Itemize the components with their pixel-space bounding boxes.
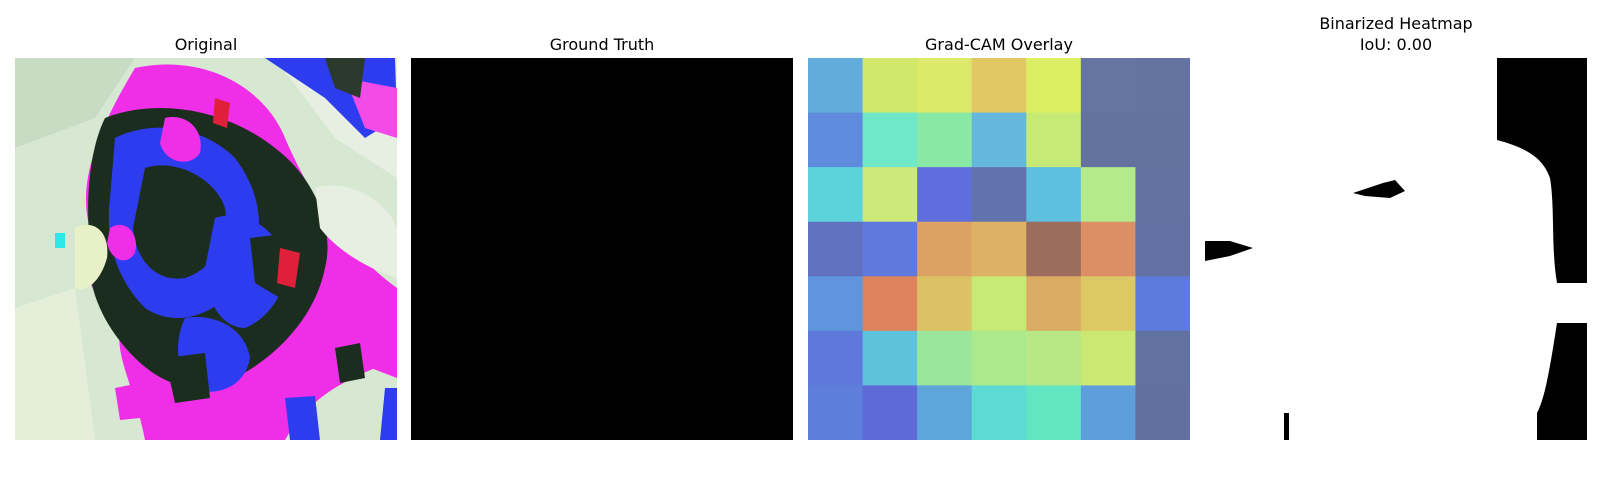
gradcam-panel: Grad-CAM Overlay — [808, 0, 1190, 500]
heatmap-cell — [917, 58, 973, 114]
ground-truth-title: Ground Truth — [549, 35, 655, 54]
heatmap-cell — [971, 276, 1027, 332]
heatmap-cell — [971, 385, 1027, 440]
heatmap-cell — [1080, 330, 1137, 387]
heatmap-cell — [1080, 112, 1137, 168]
iou-label: IoU: 0.00 — [1359, 35, 1433, 54]
heatmap-cell — [1080, 385, 1137, 440]
heatmap-cell — [808, 330, 864, 387]
gradcam-heatmap — [808, 58, 1190, 440]
heatmap-cell — [917, 330, 973, 387]
heatmap-cell — [917, 167, 973, 223]
heatmap-cell — [917, 385, 973, 440]
heatmap-cell — [971, 221, 1027, 277]
original-panel: Original — [15, 0, 397, 500]
heatmap-cell — [1080, 167, 1137, 223]
heatmap-cell — [971, 167, 1027, 223]
binarized-title: Binarized Heatmap — [1319, 14, 1473, 33]
heatmap-cell — [917, 112, 973, 168]
ground-truth-panel: Ground Truth — [411, 0, 793, 500]
ground-truth-mask — [411, 58, 793, 440]
heatmap-cell — [862, 385, 918, 440]
heatmap-cell — [1135, 276, 1190, 332]
heatmap-cell — [917, 276, 973, 332]
heatmap-cell — [1026, 276, 1082, 332]
heatmap-cell — [862, 112, 918, 168]
heatmap-cell — [971, 58, 1027, 114]
heatmap-cell — [808, 221, 864, 277]
original-title: Original — [174, 35, 238, 54]
heatmap-cell — [1135, 167, 1190, 223]
heatmap-cell — [808, 167, 864, 223]
heatmap-cell — [917, 221, 973, 277]
heatmap-cell — [1080, 58, 1137, 114]
gradcam-title: Grad-CAM Overlay — [925, 35, 1073, 54]
heatmap-cell — [808, 58, 864, 114]
heatmap-cell — [1026, 112, 1082, 168]
heatmap-cell — [1026, 385, 1082, 440]
binarized-panel: Binarized Heatmap IoU: 0.00 — [1205, 0, 1587, 500]
heatmap-cell — [1135, 112, 1190, 168]
heatmap-cell — [862, 58, 918, 114]
heatmap-cell — [1135, 385, 1190, 440]
heatmap-cell — [1026, 221, 1082, 277]
heatmap-cell — [808, 276, 864, 332]
heatmap-cell — [971, 112, 1027, 168]
heatmap-cell — [1026, 58, 1082, 114]
heatmap-cell — [971, 330, 1027, 387]
binarized-heatmap — [1205, 58, 1587, 440]
heatmap-cell — [1135, 58, 1190, 114]
heatmap-cell — [862, 330, 918, 387]
heatmap-cell — [862, 276, 918, 332]
heatmap-cell — [1135, 330, 1190, 387]
heatmap-cell — [1080, 276, 1137, 332]
heatmap-cell — [808, 112, 864, 168]
heatmap-cell — [808, 385, 864, 440]
heatmap-cell — [862, 221, 918, 277]
heatmap-cell — [862, 167, 918, 223]
original-image — [15, 58, 397, 440]
heatmap-cell — [1080, 221, 1137, 277]
heatmap-cell — [1026, 167, 1082, 223]
heatmap-cell — [1135, 221, 1190, 277]
heatmap-cell — [1026, 330, 1082, 387]
